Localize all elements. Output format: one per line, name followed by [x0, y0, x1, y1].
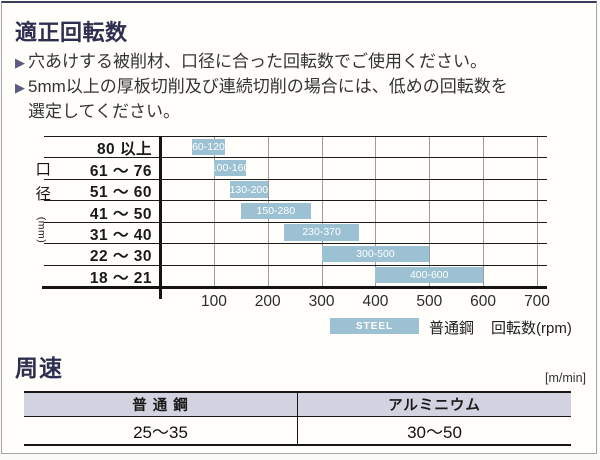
row-separator-line — [44, 200, 547, 202]
category-label: 22 ～ 30 — [89, 248, 152, 266]
speed-table-header-steel: 普 通 鋼 — [24, 392, 298, 417]
row-separator-line — [44, 157, 547, 159]
legend-series-name: 普通鋼 — [429, 320, 475, 337]
range-bar: 150-280 — [240, 202, 311, 220]
grid-line — [213, 136, 215, 286]
x-tick-label: 400 — [362, 293, 389, 310]
bullet-item: ▶ 穴あけする被削材、口径に合った回転数でご使用ください。 — [15, 50, 555, 74]
x-axis-line — [42, 286, 547, 289]
grid-line — [321, 136, 323, 286]
triangle-bullet-icon: ▶ — [15, 55, 25, 70]
category-label: 18 ～ 21 — [89, 269, 152, 287]
category-label: 41 ～ 50 — [89, 205, 152, 223]
bullet-item: ▶ 5mm以上の厚板切削及び連続切削の場合には、低めの回転数を選定してください。 — [15, 75, 555, 124]
x-tick-label: 200 — [254, 293, 281, 310]
speed-table-header-aluminum: アルミニウム — [297, 392, 571, 417]
speed-table-value-row: 25～35 30～50 — [24, 416, 571, 445]
range-bar: 130-200 — [230, 181, 268, 198]
x-tick-label: 500 — [416, 293, 443, 310]
legend-steel-swatch: STEEL — [330, 318, 419, 334]
x-tick-label: 100 — [200, 293, 227, 310]
bullet-text: 5mm以上の厚板切削及び連続切削の場合には、低めの回転数を選定してください。 — [28, 77, 508, 121]
range-bar: 60-120 — [192, 138, 225, 155]
triangle-bullet-icon: ▶ — [15, 80, 25, 96]
speed-table-cell-steel: 25～35 — [24, 416, 298, 445]
category-label: 80 以上 — [96, 141, 152, 159]
document-page: 適正回転数 ▶ 穴あけする被削材、口径に合った回転数でご使用ください。 ▶ 5m… — [1, 1, 597, 454]
row-separator-line — [44, 221, 547, 223]
y-axis-line — [159, 136, 162, 299]
grid-line — [429, 136, 431, 286]
category-label: 51 ～ 60 — [89, 184, 152, 202]
speed-table: 普 通 鋼 アルミニウム 25～35 30～50 — [24, 391, 571, 446]
grid-line — [483, 136, 485, 286]
rotation-speed-chart: 100 200 300 400 500 600 700 80 以上 60-120 61 ～ 76 1… — [2, 131, 600, 341]
bullet-text: 穴あけする被削材、口径に合った回転数でご使用ください。 — [28, 52, 487, 71]
section-title-rotation: 適正回転数 — [15, 20, 128, 45]
y-axis-title-kanji: 口径 — [33, 161, 51, 210]
grid-line — [537, 136, 538, 286]
speed-table-cell-aluminum: 30～50 — [297, 416, 571, 445]
category-label: 31 ～ 40 — [89, 226, 152, 244]
grid-line — [375, 136, 377, 286]
x-tick-label: 300 — [308, 293, 335, 310]
range-bar: 230-370 — [283, 224, 360, 241]
y-axis-title-unit: (mm) — [35, 216, 48, 244]
range-bar: 400-600 — [375, 267, 484, 284]
row-separator-line — [44, 264, 547, 266]
section-title-speed: 周速 — [15, 355, 63, 381]
x-tick-label: 600 — [470, 293, 497, 310]
range-bar: 300-500 — [321, 245, 430, 262]
y-axis-title: 口径 (mm) — [28, 161, 55, 243]
x-axis-unit-label: 回転数(rpm) — [491, 320, 572, 337]
bullet-list: ▶ 穴あけする被削材、口径に合った回転数でご使用ください。 ▶ 5mm以上の厚板… — [15, 50, 555, 125]
row-separator-line — [44, 136, 547, 137]
unit-label: [m/min] — [545, 371, 586, 385]
row-separator-line — [44, 243, 547, 245]
row-separator-line — [44, 178, 547, 180]
speed-table-header-row: 普 通 鋼 アルミニウム — [24, 392, 571, 417]
x-tick-label: 700 — [524, 293, 550, 310]
range-bar: 100-160 — [211, 159, 249, 177]
category-label: 61 ～ 76 — [89, 162, 152, 180]
